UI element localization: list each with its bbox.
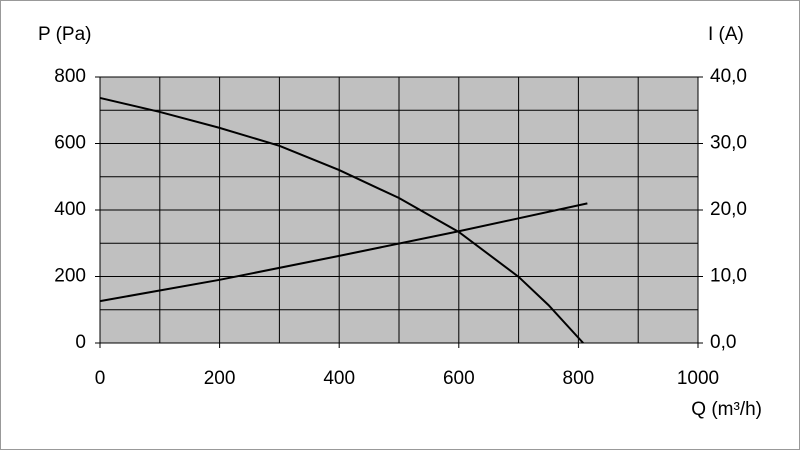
y-tick-label: 400 [54,199,86,220]
y-axis-label: P (Pa) [38,24,92,45]
y-tick-label: 800 [54,66,86,87]
x-tick-label: 800 [563,368,595,389]
y2-tick-label: 30,0 [710,133,747,154]
x-axis-label: Q (m³/h) [691,399,762,420]
y2-tick-label: 0,0 [710,332,736,353]
series-line [99,202,588,303]
y2-axis-label: I (A) [708,24,744,45]
x-tick-label: 600 [443,368,475,389]
y-tick-label: 0 [75,332,86,353]
x-tick-label: 1000 [677,368,719,389]
x-tick-label: 400 [323,368,355,389]
y-tick-label: 600 [54,133,86,154]
y2-tick-label: 40,0 [710,66,747,87]
x-tick-label: 0 [95,368,106,389]
y2-tick-label: 20,0 [710,199,747,220]
series-line [99,96,584,344]
y2-tick-label: 10,0 [710,266,747,287]
y-tick-label: 200 [54,266,86,287]
x-tick-label: 200 [204,368,236,389]
